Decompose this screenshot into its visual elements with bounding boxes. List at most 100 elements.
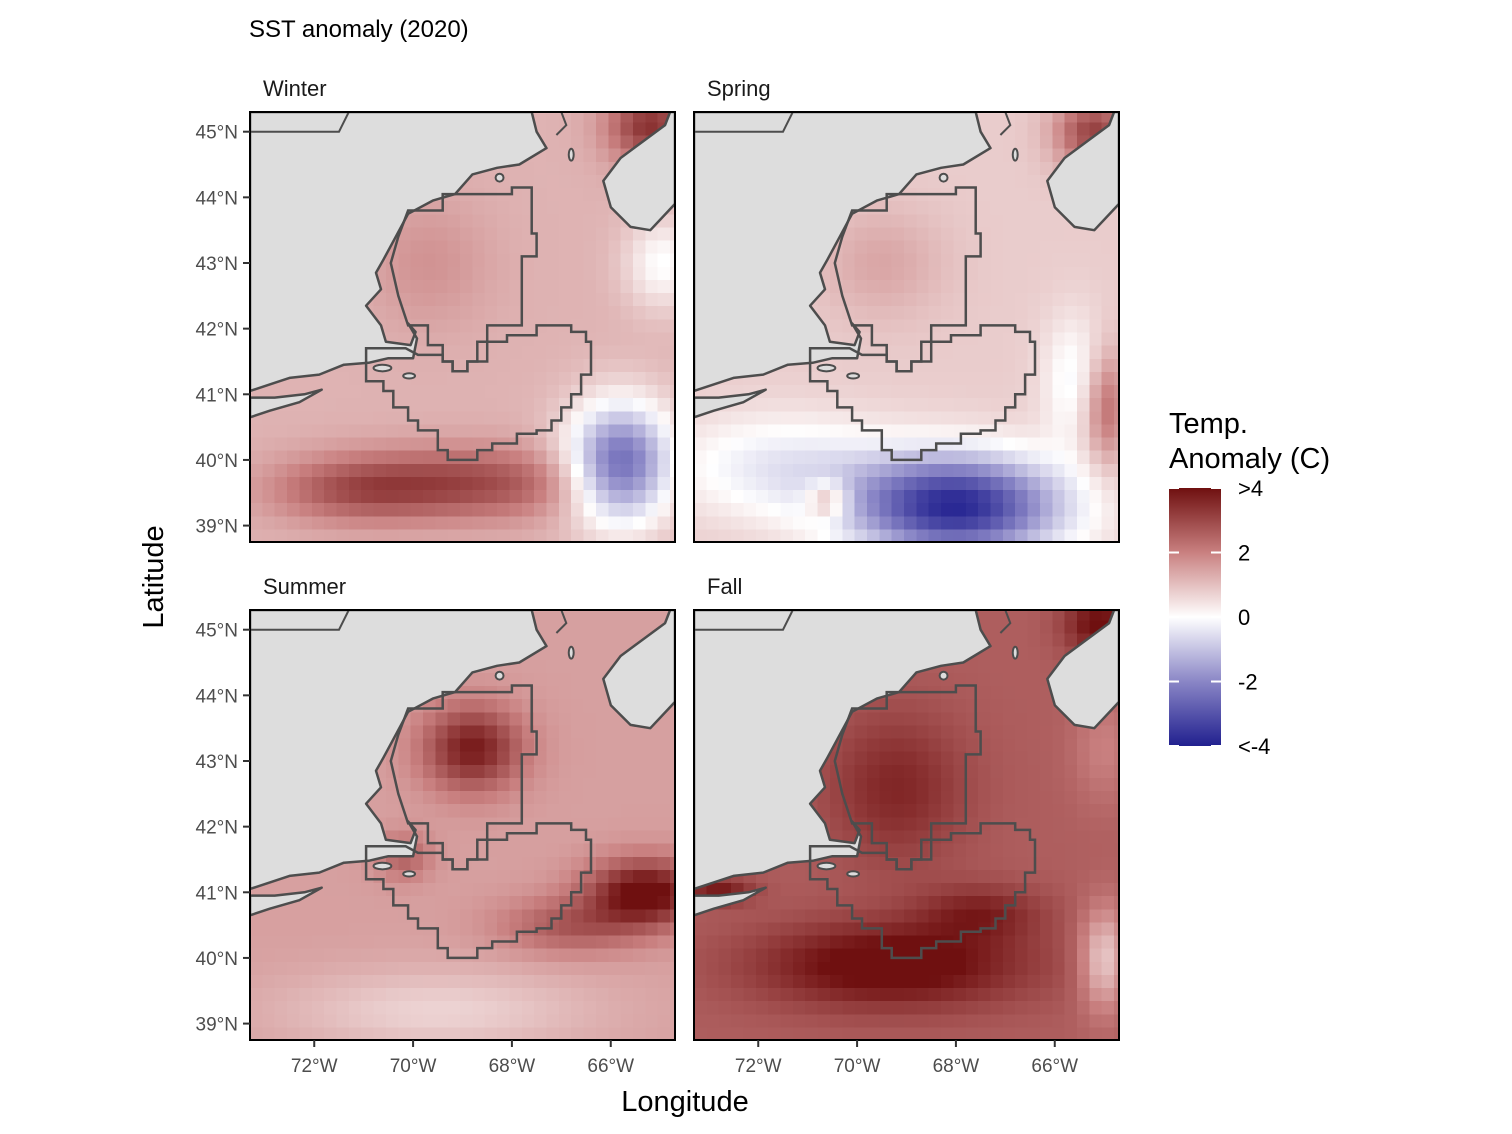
grid-cell (1052, 882, 1066, 897)
grid-cell (583, 659, 597, 673)
grid-cell (509, 908, 523, 923)
gulf-of-maine-outline (389, 186, 538, 373)
grid-cell (755, 895, 769, 910)
grid-cell (916, 961, 930, 975)
grid-cell (583, 790, 597, 805)
grid-cell (780, 908, 794, 923)
grid-cell (879, 882, 893, 897)
grid-cell (978, 292, 992, 307)
grid-cell (410, 358, 424, 372)
grid-cell (373, 437, 387, 451)
y-tick-label: 40°N (196, 949, 238, 970)
grid-cell (928, 528, 942, 542)
grid-cell (423, 502, 436, 517)
grid-cell (1015, 174, 1029, 189)
grid-cell (904, 515, 917, 530)
grid-cell (657, 935, 671, 949)
grid-cell (867, 292, 880, 307)
grid-cell (534, 790, 548, 805)
grid-cell (410, 489, 424, 504)
grid-cell (1089, 803, 1103, 818)
grid-cell (1002, 935, 1016, 949)
grid-cell (484, 738, 498, 752)
grid-cell (423, 358, 436, 372)
grid-cell (435, 279, 449, 294)
grid-cell (534, 397, 548, 412)
grid-cell (571, 476, 585, 491)
long-island-land (694, 886, 767, 917)
grid-cell (583, 121, 597, 136)
grid-cell (854, 266, 868, 280)
grid-cell (583, 253, 597, 267)
grid-cell (904, 450, 917, 464)
grid-cell (546, 659, 560, 673)
grid-cell (879, 450, 893, 464)
grid-cell (274, 437, 288, 451)
grid-cell (990, 528, 1004, 542)
grid-cell (435, 292, 449, 307)
grid-cell (361, 463, 375, 477)
grid-cell (657, 423, 671, 438)
grid-cell (1101, 764, 1115, 778)
grid-cell (755, 476, 769, 491)
grid-cell (978, 935, 992, 949)
grid-cell (768, 869, 782, 883)
grid-cell (657, 895, 671, 910)
grid-cell (546, 908, 560, 923)
border-line (250, 112, 350, 133)
island (567, 645, 575, 660)
grid-cell (1077, 619, 1090, 634)
grid-cell (521, 266, 535, 280)
grid-cell (904, 1000, 917, 1015)
grid-cell (620, 777, 634, 792)
grid-cell (645, 384, 659, 399)
grid-cell (546, 724, 560, 739)
grid-cell (595, 135, 609, 149)
grid-cell (1002, 463, 1016, 477)
grid-cell (509, 240, 523, 254)
grid-cell (348, 1026, 362, 1040)
grid-cell (731, 921, 745, 936)
grid-cell (904, 803, 917, 818)
grid-cell (571, 895, 585, 910)
grid-cell (854, 213, 868, 228)
grid-cell (595, 935, 609, 949)
grid-cell (324, 1013, 338, 1028)
grid-cell (670, 790, 675, 805)
grid-cell (571, 423, 585, 438)
grid-cell (558, 292, 572, 307)
border-line (555, 112, 568, 136)
grid-cell (608, 502, 622, 517)
grid-cell (670, 305, 675, 320)
grid-cell (743, 1026, 757, 1040)
grid-cell (558, 437, 572, 451)
grid-cell (423, 724, 436, 739)
grid-cell (891, 502, 905, 517)
grid-cell (608, 148, 622, 162)
grid-cell (423, 738, 436, 752)
grid-cell (817, 790, 831, 805)
grid-cell (916, 345, 930, 359)
grid-cell (620, 843, 634, 857)
grid-cell (645, 502, 659, 517)
grid-cell (484, 384, 498, 399)
grid-cell (768, 895, 782, 910)
grid-cell (1077, 384, 1090, 399)
grid-cell (447, 305, 461, 320)
grid-cell (1101, 318, 1115, 333)
grid-cell (990, 974, 1004, 989)
grid-cell (1114, 423, 1119, 438)
grid-cell (718, 974, 732, 989)
grid-cell (274, 921, 288, 936)
grid-cell (595, 397, 609, 412)
grid-cell (891, 908, 905, 923)
grid-cell (978, 528, 992, 542)
grid-cell (645, 777, 659, 792)
grid-cell (1039, 200, 1053, 215)
grid-cell (953, 843, 967, 857)
grid-cell (608, 843, 622, 857)
grid-cell (311, 410, 325, 425)
grid-cell (262, 384, 276, 399)
grid-cell (1015, 213, 1029, 228)
grid-cell (558, 843, 572, 857)
